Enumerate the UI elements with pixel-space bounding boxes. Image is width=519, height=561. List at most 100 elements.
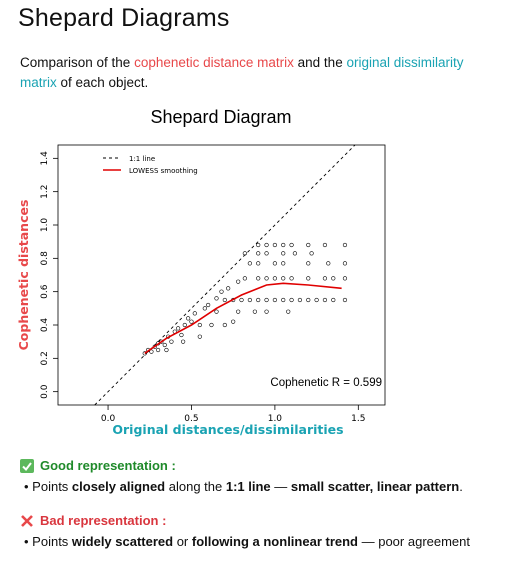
text: — <box>270 479 291 494</box>
x-axis-label: Original distances/dissimilarities <box>112 422 343 437</box>
point <box>272 297 277 303</box>
check-icon <box>20 458 34 473</box>
point <box>272 261 277 266</box>
point <box>272 242 277 248</box>
point <box>222 322 227 328</box>
point <box>182 322 187 328</box>
good-section: Good representation : • Points closely a… <box>20 458 463 494</box>
point <box>264 242 269 248</box>
x-tick-label: 1.5 <box>351 414 365 424</box>
point <box>152 344 157 349</box>
text: Comparison of the <box>20 55 135 70</box>
point <box>286 309 291 314</box>
point <box>239 297 244 303</box>
point <box>186 316 191 321</box>
bold-text: 1:1 line <box>225 479 271 494</box>
y-tick-label: 1.2 <box>40 185 50 199</box>
good-title: Good representation : <box>40 458 176 473</box>
point <box>272 276 277 281</box>
point <box>264 276 269 281</box>
point <box>309 251 314 256</box>
annotation: Cophenetic R = 0.599 <box>270 377 382 389</box>
text: of each object. <box>56 75 149 90</box>
point <box>197 334 202 339</box>
point <box>281 297 286 303</box>
point <box>192 311 197 316</box>
bad-section: Bad representation : • Points widely sca… <box>20 513 470 549</box>
point <box>331 276 336 281</box>
text: or <box>173 534 192 549</box>
point <box>322 297 328 303</box>
bold-text: closely aligned <box>71 479 166 494</box>
text: Points <box>32 534 72 549</box>
y-axis-label: Cophenetic distances <box>16 200 31 351</box>
point <box>179 332 184 338</box>
point <box>159 339 164 344</box>
y-tick-label: 1.4 <box>40 151 50 166</box>
y-tick-label: 0.4 <box>40 318 50 333</box>
point <box>247 297 252 303</box>
point <box>242 251 247 256</box>
text: — poor agreement <box>358 534 471 549</box>
point <box>219 289 224 294</box>
point <box>206 302 211 308</box>
point <box>342 276 348 281</box>
point <box>256 276 261 281</box>
point <box>322 242 328 248</box>
lowess-line <box>144 282 342 354</box>
highlight: original dissimilarity matrix <box>20 55 464 90</box>
y-tick-label: 0.0 <box>40 384 50 399</box>
chart-title: Shepard Diagram <box>150 107 291 127</box>
point <box>176 326 181 331</box>
point <box>297 297 303 303</box>
point <box>289 242 294 248</box>
plot-frame <box>57 144 386 406</box>
point <box>252 309 257 314</box>
y-tick-label: 0.8 <box>40 251 50 266</box>
point <box>231 319 236 324</box>
chart: Shepard Diagram Original distances/dissi… <box>16 107 386 437</box>
cross-icon <box>21 514 33 527</box>
point <box>226 286 231 291</box>
bad-bullet: • Points widely scattered or following a… <box>24 534 471 549</box>
y-tick-label: 0.6 <box>40 284 50 299</box>
point <box>326 261 331 266</box>
point <box>247 261 252 266</box>
point <box>214 309 219 314</box>
x-tick-label: 0.0 <box>101 414 116 424</box>
y-tick-label: 1.0 <box>40 218 50 233</box>
text: and the <box>293 55 347 70</box>
point <box>281 251 286 256</box>
point <box>281 261 286 266</box>
point <box>306 242 311 248</box>
point <box>264 251 269 256</box>
text: along the <box>165 479 226 494</box>
text: . <box>459 479 463 494</box>
point <box>281 242 286 248</box>
bad-title: Bad representation : <box>40 513 167 528</box>
point <box>342 297 348 303</box>
description: Comparison of the cophenetic distance ma… <box>20 53 465 93</box>
point <box>181 339 186 344</box>
point <box>289 276 294 281</box>
point <box>264 309 269 314</box>
point <box>256 261 261 266</box>
point <box>189 319 194 324</box>
point <box>306 261 311 266</box>
reference-line <box>94 144 356 406</box>
good-bullet: • Points closely aligned along the 1:1 l… <box>24 479 463 494</box>
point <box>156 347 161 353</box>
point <box>342 242 348 248</box>
point <box>342 261 348 266</box>
point <box>202 306 207 311</box>
point <box>256 251 261 256</box>
point <box>322 276 328 281</box>
point <box>149 349 154 354</box>
bold-text: widely scattered <box>71 534 174 549</box>
point <box>169 339 174 344</box>
point <box>264 297 269 303</box>
point <box>256 242 261 248</box>
point <box>331 297 336 303</box>
page-title: Shepard Diagrams <box>18 4 230 32</box>
